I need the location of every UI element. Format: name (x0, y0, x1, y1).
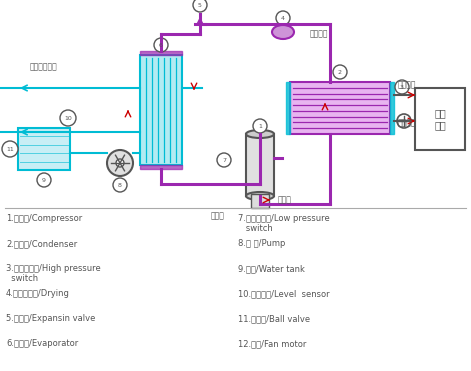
Text: 9: 9 (42, 178, 46, 183)
Text: 11.球心阀/Ball valve: 11.球心阀/Ball valve (238, 314, 310, 323)
Text: 冷媒流向: 冷媒流向 (310, 29, 328, 38)
Circle shape (397, 114, 411, 128)
Circle shape (193, 0, 207, 12)
Bar (290, 82, 390, 134)
Text: 3.高压控制器/High pressure
  switch: 3.高压控制器/High pressure switch (6, 264, 101, 283)
Circle shape (154, 38, 168, 52)
Text: 2: 2 (338, 70, 342, 75)
Text: 10.浮球开关/Level  sensor: 10.浮球开关/Level sensor (238, 289, 330, 298)
Text: 10: 10 (64, 116, 72, 121)
Ellipse shape (246, 130, 274, 138)
Bar (140, 55, 182, 165)
Bar (246, 134, 274, 196)
Text: 冷冻水流方向: 冷冻水流方向 (30, 62, 58, 71)
Text: 6: 6 (159, 43, 163, 48)
Text: 冷却
水塔: 冷却 水塔 (434, 108, 446, 130)
Circle shape (2, 141, 18, 157)
Circle shape (217, 153, 231, 167)
Text: 1: 1 (258, 124, 262, 129)
Text: 5: 5 (198, 3, 202, 8)
Text: 3: 3 (400, 85, 404, 90)
Circle shape (276, 11, 290, 25)
Text: 11: 11 (6, 147, 14, 152)
Ellipse shape (272, 25, 294, 39)
Bar (286, 82, 290, 134)
Text: 8.水 泵/Pump: 8.水 泵/Pump (238, 239, 285, 248)
Circle shape (116, 159, 124, 167)
Text: 12.风机/Fan motor: 12.风机/Fan motor (238, 339, 306, 348)
Text: 4.干燥过滤器/Drying: 4.干燥过滤器/Drying (6, 289, 70, 298)
Text: 7.低压控制器/Low pressure
   switch: 7.低压控制器/Low pressure switch (238, 214, 330, 233)
Text: 6.蒸发器/Evaporator: 6.蒸发器/Evaporator (6, 339, 78, 348)
Text: 排气侧: 排气侧 (278, 195, 292, 204)
Text: 冷却水出: 冷却水出 (398, 80, 416, 89)
Circle shape (37, 173, 51, 187)
Text: 2.冷凝器/Condenser: 2.冷凝器/Condenser (6, 239, 77, 248)
Circle shape (395, 80, 409, 94)
Ellipse shape (246, 192, 274, 200)
Text: 4: 4 (281, 16, 285, 21)
Text: 冷却水进: 冷却水进 (398, 118, 416, 127)
Bar (390, 82, 394, 134)
Circle shape (253, 119, 267, 133)
Text: 吸气侧: 吸气侧 (211, 211, 225, 220)
Bar (140, 165, 182, 169)
Circle shape (60, 110, 76, 126)
Circle shape (113, 178, 127, 192)
Text: 9.水筱/Water tank: 9.水筱/Water tank (238, 264, 305, 273)
Bar (415, 88, 465, 150)
Text: 7: 7 (222, 158, 226, 163)
Text: 8: 8 (118, 183, 122, 188)
Circle shape (107, 150, 133, 176)
Circle shape (333, 65, 347, 79)
Bar (18, 128, 70, 170)
Bar (251, 194, 269, 208)
Text: 1.压缩机/Compressor: 1.压缩机/Compressor (6, 214, 82, 223)
Bar (140, 51, 182, 55)
Text: 5.膨膨阀/Expansin valve: 5.膨膨阀/Expansin valve (6, 314, 95, 323)
